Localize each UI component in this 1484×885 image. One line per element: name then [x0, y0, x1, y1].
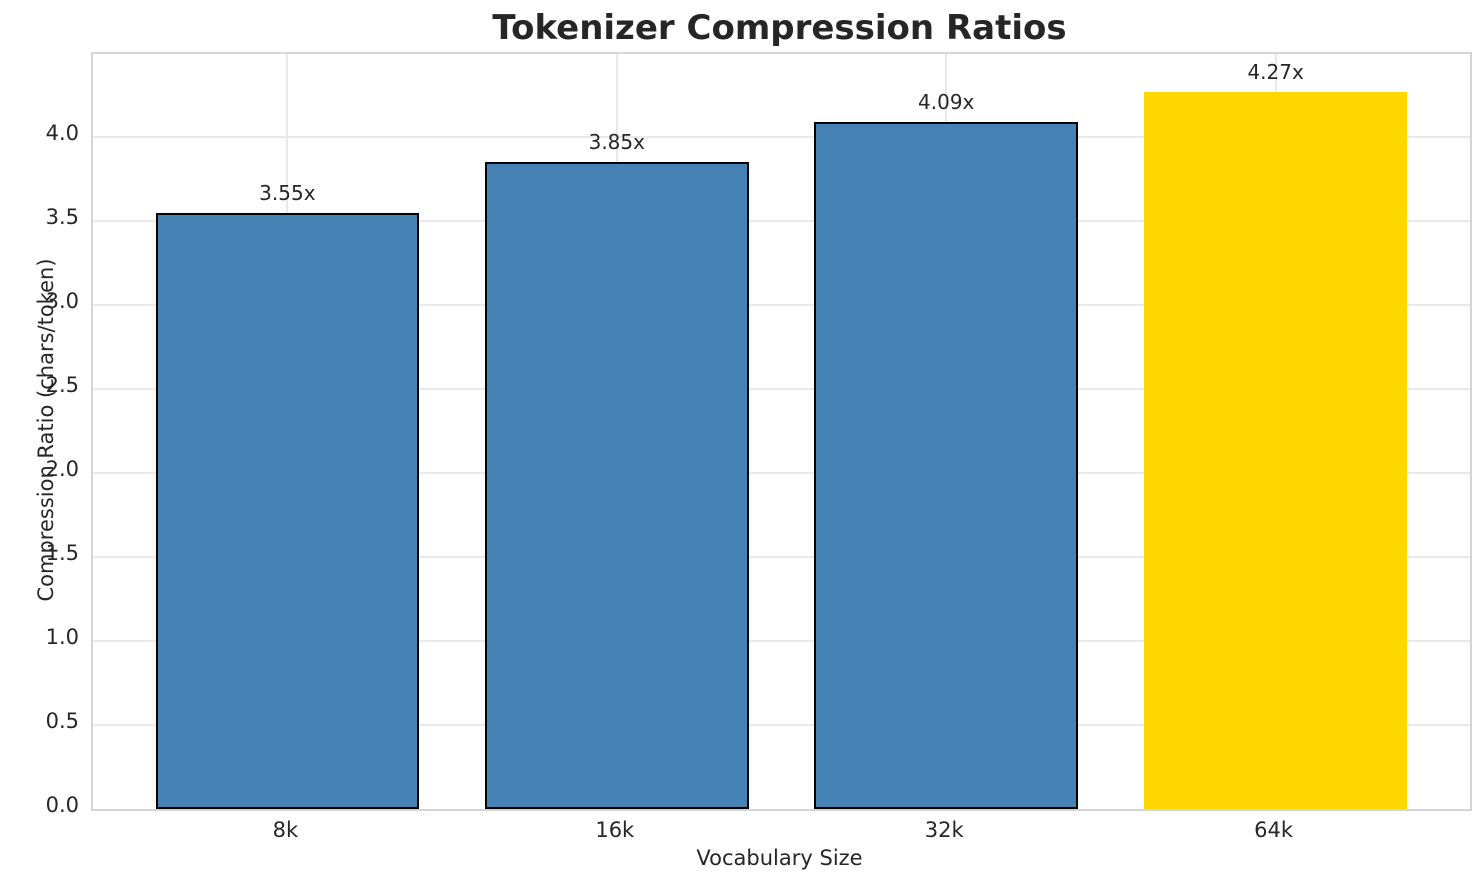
y-tick-label: 0.5	[45, 708, 79, 733]
x-tick-label: 32k	[924, 818, 964, 842]
h-gridline	[93, 471, 1470, 474]
plot-area: 3.55x 3.85x 4.09x 4.27x	[91, 52, 1472, 811]
h-gridline	[93, 723, 1470, 726]
y-tick-label: 4.0	[45, 120, 79, 145]
y-tick-label: 3.0	[45, 288, 79, 313]
h-gridline	[93, 387, 1470, 390]
x-axis-label: Vocabulary Size	[696, 846, 863, 870]
chart-title: Tokenizer Compression Ratios	[492, 8, 1067, 48]
bar-32k	[814, 121, 1078, 809]
y-tick-label: 2.0	[45, 456, 79, 481]
h-gridline	[93, 639, 1470, 642]
bar-value-label: 3.55x	[259, 180, 316, 205]
bar-value-label: 3.85x	[588, 130, 645, 155]
bar-value-label: 4.27x	[1247, 59, 1304, 84]
h-gridline	[93, 135, 1470, 138]
y-tick-label: 1.0	[45, 624, 79, 649]
y-tick-label: 1.5	[45, 540, 79, 565]
h-gridline	[93, 303, 1470, 306]
bar-8k	[155, 212, 420, 809]
h-gridline	[93, 555, 1470, 558]
x-tick-label: 64k	[1254, 818, 1294, 842]
x-tick-label: 8k	[272, 818, 299, 842]
y-tick-label: 0.0	[45, 793, 79, 817]
bar-value-label: 4.09x	[918, 89, 975, 114]
x-tick-label: 16k	[595, 818, 635, 842]
h-gridline	[93, 219, 1470, 222]
y-tick-label: 2.5	[45, 372, 79, 397]
bar-64k	[1143, 91, 1408, 809]
bar-16k	[485, 162, 749, 809]
y-tick-label: 3.5	[45, 204, 79, 229]
